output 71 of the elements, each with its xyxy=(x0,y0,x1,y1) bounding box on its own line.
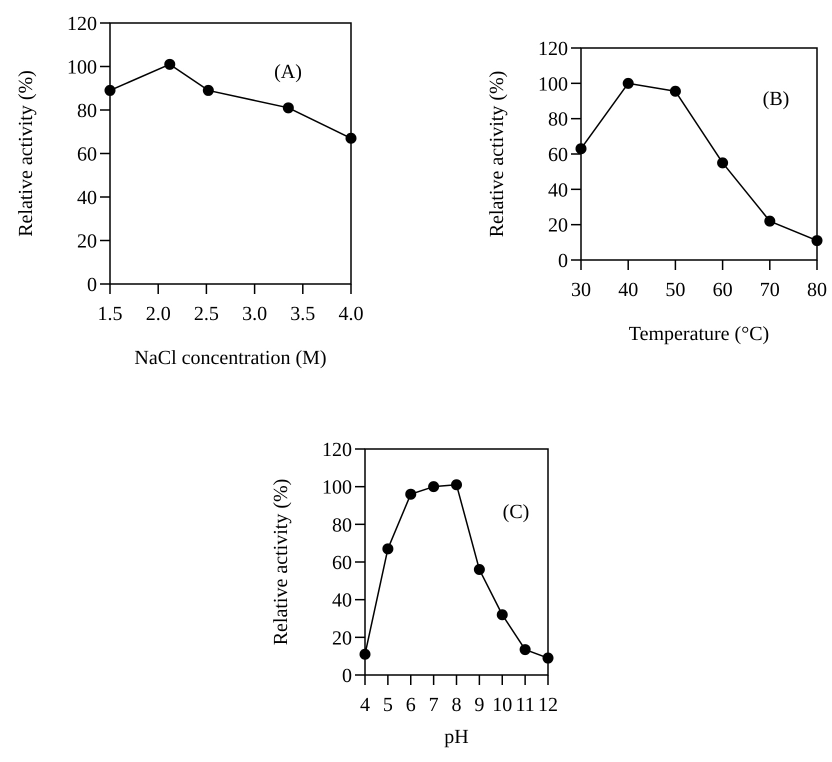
point xyxy=(360,648,370,660)
x-tick-label: 7 xyxy=(428,694,439,716)
y-tick-label: 40 xyxy=(548,179,568,202)
x-tick-label: 6 xyxy=(406,694,416,716)
x-tick-label: 3.5 xyxy=(290,303,316,325)
point xyxy=(428,481,440,492)
y-axis-title: Relative activity (%) xyxy=(15,70,37,237)
point xyxy=(164,58,176,70)
point xyxy=(496,609,508,620)
y-axis-title: Relative activity (%) xyxy=(270,478,292,646)
x-tick-label: 2.5 xyxy=(194,303,219,325)
y-tick-label: 80 xyxy=(77,100,97,122)
x-tick-label: 40 xyxy=(618,279,638,301)
point xyxy=(104,84,116,96)
point xyxy=(622,78,634,89)
point xyxy=(405,488,416,500)
y-tick-label: 60 xyxy=(77,144,97,166)
x-tick-label: 8 xyxy=(452,694,462,716)
point xyxy=(451,479,462,490)
text: (A) xyxy=(274,61,302,83)
x-tick-label: 30 xyxy=(571,279,591,301)
x-tick-label: 12 xyxy=(538,694,558,716)
y-tick-label: 0 xyxy=(342,665,352,687)
x-axis-title: Temperature (°C) xyxy=(628,323,770,345)
x-tick-label: 2.0 xyxy=(146,303,171,325)
y-tick-label: 120 xyxy=(538,38,568,60)
text: (C) xyxy=(502,501,530,523)
y-tick-label: 100 xyxy=(322,476,352,499)
y-tick-label: 20 xyxy=(332,627,352,650)
x-tick-label: 50 xyxy=(665,279,686,301)
point xyxy=(346,132,356,144)
x-tick-label: 4.0 xyxy=(338,303,364,325)
x-axis-title: NaCl concentration (M) xyxy=(134,347,327,369)
x-axis-title: pH xyxy=(444,726,469,748)
x-tick-label: 10 xyxy=(492,694,512,716)
y-tick-label: 20 xyxy=(548,214,568,237)
point xyxy=(474,564,485,576)
y-tick-label: 20 xyxy=(77,230,97,252)
y-tick-label: 40 xyxy=(77,187,97,209)
y-tick-label: 0 xyxy=(558,250,568,272)
x-tick-label: 4 xyxy=(360,694,370,716)
text: (B) xyxy=(762,88,790,110)
point xyxy=(717,157,728,168)
x-tick-label: 9 xyxy=(474,694,484,716)
y-tick-label: 60 xyxy=(332,552,352,574)
y-tick-label: 100 xyxy=(538,73,568,96)
x-tick-label: 11 xyxy=(515,694,535,716)
y-tick-label: 80 xyxy=(332,514,352,536)
x-tick-label: 70 xyxy=(760,279,780,301)
point xyxy=(382,543,394,554)
point xyxy=(520,644,531,656)
y-tick-label: 40 xyxy=(332,590,352,612)
x-tick-label: 1.5 xyxy=(98,303,122,325)
y-tick-label: 60 xyxy=(548,144,568,166)
x-tick-label: 3.0 xyxy=(242,303,268,325)
y-tick-label: 120 xyxy=(322,439,352,461)
y-tick-label: 120 xyxy=(67,13,97,35)
point xyxy=(282,102,294,114)
point xyxy=(542,652,554,664)
point xyxy=(576,143,586,154)
y-tick-label: 100 xyxy=(67,56,97,78)
point xyxy=(202,84,214,96)
x-tick-label: 5 xyxy=(382,694,393,716)
x-tick-label: 80 xyxy=(807,279,827,301)
point xyxy=(764,216,776,227)
y-tick-label: 0 xyxy=(87,274,97,296)
point xyxy=(812,235,822,246)
point xyxy=(670,86,681,97)
y-tick-label: 80 xyxy=(548,108,568,131)
x-tick-label: 60 xyxy=(712,279,733,301)
y-axis-title: Relative activity (%) xyxy=(486,70,508,238)
